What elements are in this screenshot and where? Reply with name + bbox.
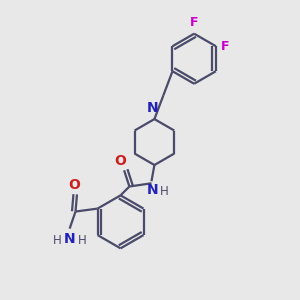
Text: F: F — [221, 40, 229, 53]
Text: H: H — [160, 185, 169, 198]
Text: N: N — [147, 101, 159, 115]
Text: H: H — [78, 234, 87, 247]
Text: F: F — [190, 16, 198, 29]
Text: N: N — [147, 183, 159, 197]
Text: H: H — [52, 234, 62, 247]
Text: O: O — [115, 154, 127, 168]
Text: O: O — [68, 178, 80, 191]
Text: N: N — [64, 232, 75, 246]
